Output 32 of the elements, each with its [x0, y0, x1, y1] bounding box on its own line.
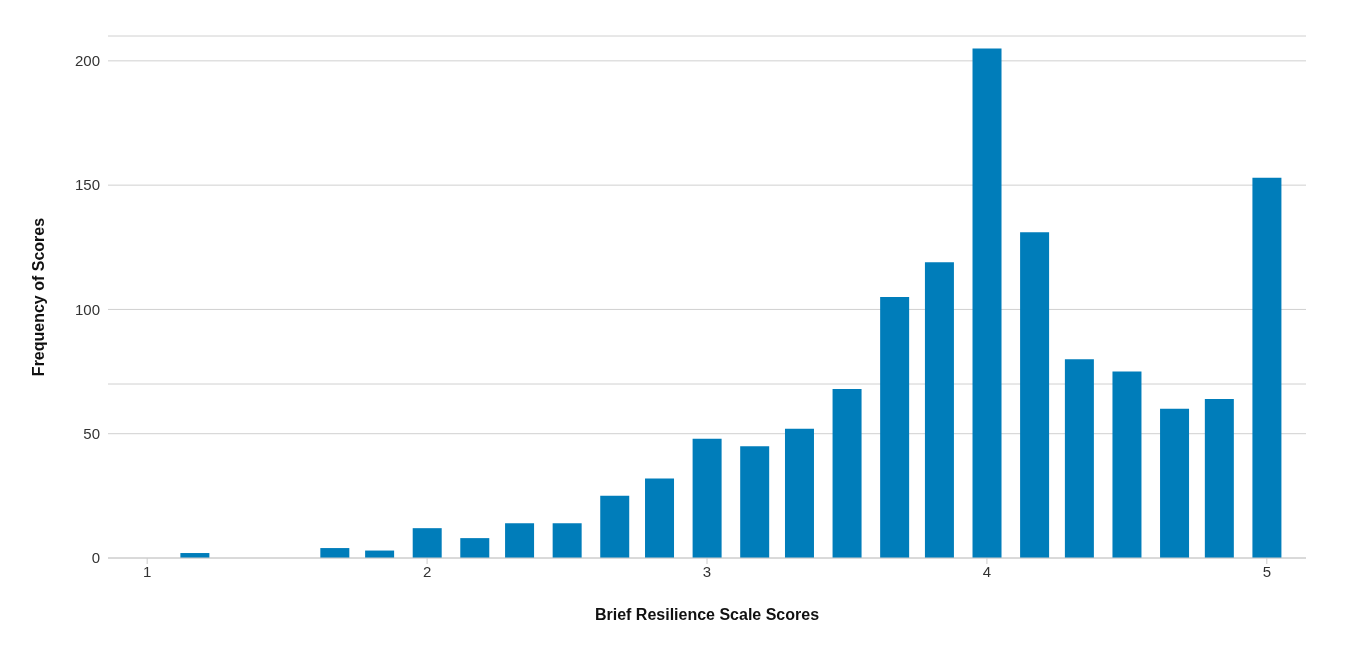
y-tick-label: 200: [74, 52, 100, 70]
bar: [692, 438, 722, 558]
x-tick-label: 1: [143, 562, 152, 580]
bar: [460, 538, 490, 558]
y-axis-title: Frequency of Scores: [29, 217, 47, 377]
y-tick-label: 50: [83, 425, 100, 443]
bar: [1020, 232, 1050, 558]
bar: [740, 446, 770, 558]
x-tick-label: 3: [702, 562, 712, 580]
bar: [645, 478, 675, 558]
bar: [832, 388, 862, 558]
bar: [1112, 371, 1142, 558]
bar: [412, 528, 442, 558]
bar: [1252, 177, 1282, 558]
x-tick-label: 5: [1262, 562, 1271, 580]
x-tick-label: 4: [982, 562, 992, 580]
x-tick-label: 2: [422, 562, 432, 580]
x-axis-title: Brief Resilience Scale Scores: [594, 606, 820, 623]
bar: [924, 262, 954, 558]
bar: [1160, 408, 1190, 558]
bar: [972, 48, 1002, 558]
bar: [552, 523, 582, 558]
bar: [600, 495, 630, 558]
bar: [505, 523, 535, 558]
y-tick-label: 150: [74, 176, 100, 194]
y-tick-label: 100: [74, 300, 100, 318]
bar: [1064, 359, 1094, 558]
bar: [1204, 398, 1234, 558]
bar: [784, 428, 814, 558]
y-tick-label: 0: [91, 549, 100, 567]
bar: [320, 548, 350, 558]
bar: [880, 297, 910, 558]
